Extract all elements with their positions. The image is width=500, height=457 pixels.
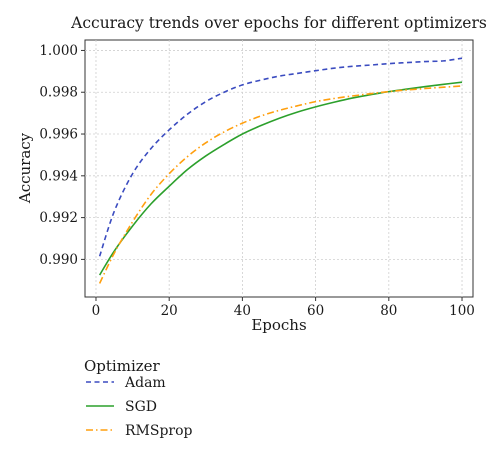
series-lines [98, 57, 463, 284]
plot-area [84, 39, 474, 298]
x-tick-label: 60 [307, 303, 324, 319]
x-axis-label: Epochs [251, 316, 306, 334]
x-tick-label: 100 [449, 303, 475, 319]
x-tick-label: 0 [92, 303, 101, 319]
legend-label: SGD [125, 399, 157, 415]
legend-label: RMSprop [125, 423, 193, 439]
legend-entry-adam: Adam [86, 375, 166, 391]
legend-entry-sgd: SGD [86, 399, 157, 415]
y-tick-label: 1.000 [39, 43, 78, 59]
legend-title: Optimizer [84, 357, 161, 375]
y-tick-label: 0.992 [39, 210, 78, 226]
axes: 0 20 40 60 80 100 0.990 0.992 0.994 0.996 0.998 1.0… [39, 43, 475, 319]
y-tick-label: 0.996 [39, 127, 78, 143]
x-tick-label: 20 [161, 303, 178, 319]
x-tick-label: 80 [380, 303, 397, 319]
y-tick-label: 0.994 [39, 168, 78, 184]
x-tick-label: 40 [234, 303, 251, 319]
chart-title: Accuracy trends over epochs for differen… [70, 14, 487, 32]
y-tick-label: 0.990 [39, 252, 78, 268]
series-line-adam [98, 57, 463, 257]
legend-entry-rmsprop: RMSprop [86, 423, 193, 439]
y-axis-label: Accuracy [16, 132, 34, 204]
legend: Optimizer Adam SGD RMSprop [84, 357, 193, 439]
legend-label: Adam [124, 375, 166, 391]
legend-items: Adam SGD RMSprop [86, 375, 193, 439]
gridlines [85, 40, 473, 297]
y-tick-label: 0.998 [39, 85, 78, 101]
series-line-rmsprop [98, 85, 463, 284]
